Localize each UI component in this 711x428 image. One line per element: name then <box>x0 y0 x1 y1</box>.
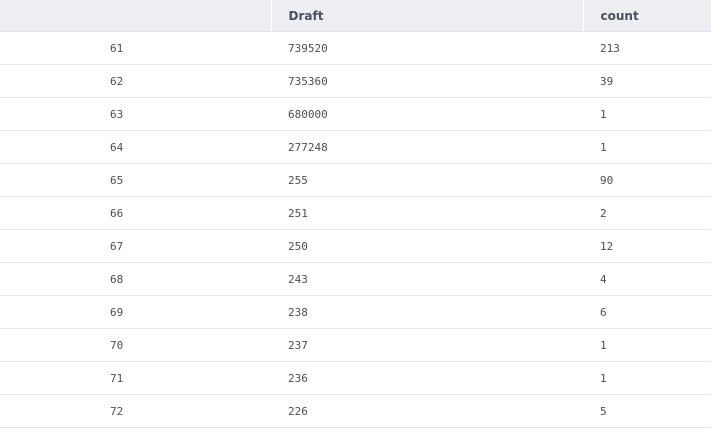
draft-cell: 237 <box>271 328 583 362</box>
count-cell: 1 <box>583 130 711 164</box>
row-index-cell: 62 <box>0 64 271 98</box>
table-row: 61 739520 213 <box>0 31 711 65</box>
table-header: Draft count <box>0 0 711 32</box>
draft-cell: 226 <box>271 394 583 428</box>
row-index-cell: 63 <box>0 97 271 131</box>
row-index-cell: 65 <box>0 163 271 197</box>
header-row: Draft count <box>0 0 711 32</box>
column-header-draft[interactable]: Draft <box>270 0 583 32</box>
count-cell: 39 <box>583 64 711 98</box>
row-index-cell: 68 <box>0 262 271 296</box>
column-header-index[interactable] <box>0 0 271 32</box>
row-index-cell: 72 <box>0 394 271 428</box>
draft-cell: 735360 <box>271 64 583 98</box>
count-cell: 213 <box>583 31 711 65</box>
row-index-cell: 64 <box>0 130 271 164</box>
count-cell: 6 <box>583 295 711 329</box>
table-row: 69 238 6 <box>0 295 711 329</box>
count-cell: 5 <box>583 394 711 428</box>
draft-cell: 243 <box>271 262 583 296</box>
table-row: 72 226 5 <box>0 394 711 428</box>
table-row: 70 237 1 <box>0 328 711 362</box>
row-index-cell: 69 <box>0 295 271 329</box>
row-index-cell: 66 <box>0 196 271 230</box>
table-row: 66 251 2 <box>0 196 711 230</box>
row-index-cell: 71 <box>0 361 271 395</box>
table-row: 63 680000 1 <box>0 97 711 131</box>
row-index-cell: 67 <box>0 229 271 263</box>
table-body: 61 739520 213 62 735360 39 63 680000 1 64 277248 1 6… <box>0 31 711 428</box>
draft-cell: 739520 <box>271 31 583 65</box>
table-row: 68 243 4 <box>0 262 711 296</box>
table-row: 64 277248 1 <box>0 130 711 164</box>
count-cell: 12 <box>583 229 711 263</box>
table-row: 62 735360 39 <box>0 64 711 98</box>
table-row: 67 250 12 <box>0 229 711 263</box>
column-header-count[interactable]: count <box>582 0 711 32</box>
draft-cell: 277248 <box>271 130 583 164</box>
draft-cell: 255 <box>271 163 583 197</box>
draft-cell: 238 <box>271 295 583 329</box>
count-cell: 1 <box>583 97 711 131</box>
draft-cell: 250 <box>271 229 583 263</box>
table-row: 65 255 90 <box>0 163 711 197</box>
count-cell: 90 <box>583 163 711 197</box>
draft-cell: 251 <box>271 196 583 230</box>
count-cell: 2 <box>583 196 711 230</box>
count-cell: 1 <box>583 328 711 362</box>
count-cell: 1 <box>583 361 711 395</box>
row-index-cell: 70 <box>0 328 271 362</box>
draft-cell: 680000 <box>271 97 583 131</box>
row-index-cell: 61 <box>0 31 271 65</box>
count-cell: 4 <box>583 262 711 296</box>
table-row: 71 236 1 <box>0 361 711 395</box>
draft-cell: 236 <box>271 361 583 395</box>
